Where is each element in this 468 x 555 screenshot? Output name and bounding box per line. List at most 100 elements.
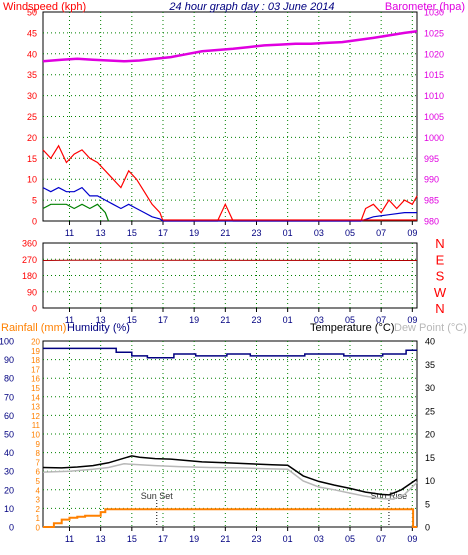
wind-x-tick-label: 19 <box>189 228 199 238</box>
barometer-tick-label: 1000 <box>424 133 444 143</box>
barometer-tick-label: 1015 <box>424 70 444 80</box>
humidity-tick-label: 100 <box>0 337 14 347</box>
direction-tick-label: 180 <box>22 271 37 281</box>
temp-x-tick-label: 23 <box>251 534 261 544</box>
barometer-tick-label: 1020 <box>424 49 444 59</box>
barometer-line <box>42 29 418 63</box>
windspeed-tick-label: 25 <box>27 112 37 122</box>
barometer-tick-label: 1005 <box>424 112 444 122</box>
rain-tick-label: 9 <box>36 440 41 449</box>
rainfall-axis-label: Rainfall (mm) <box>1 322 66 334</box>
temp-x-tick-label: 13 <box>96 534 106 544</box>
temperature-tick-label: 40 <box>425 337 435 347</box>
rain-tick-label: 6 <box>36 468 41 477</box>
temperature-axis-label: Temperature (°C) <box>310 322 394 334</box>
wind-gust-line <box>42 144 418 222</box>
rain-tick-label: 10 <box>31 431 40 440</box>
direction-x-tick-label: 17 <box>158 315 168 325</box>
barometer-tick-label: 1030 <box>424 8 444 18</box>
direction-x-tick-label: 09 <box>407 315 417 325</box>
humidity-axis-label: Humidity (%) <box>67 322 130 334</box>
temperature-tick-label: 5 <box>425 499 430 509</box>
humidity-tick-label: 60 <box>4 411 14 421</box>
rain-tick-label: 0 <box>36 524 41 533</box>
temp-x-tick-label: 17 <box>158 534 168 544</box>
temp-x-tick-label: 21 <box>220 534 230 544</box>
wind-x-tick-label: 13 <box>96 228 106 238</box>
humidity-tick-label: 20 <box>4 485 14 495</box>
direction-tick-label: 90 <box>27 287 37 297</box>
rain-tick-label: 15 <box>31 384 40 393</box>
temp-x-tick-label: 11 <box>65 534 74 544</box>
direction-x-tick-label: 01 <box>283 315 293 325</box>
wind-x-tick-label: 09 <box>407 228 417 238</box>
rain-tick-label: 14 <box>31 393 40 402</box>
windspeed-tick-label: 45 <box>27 28 37 38</box>
temperature-tick-label: 25 <box>425 406 435 416</box>
wind-x-tick-label: 05 <box>345 228 355 238</box>
windspeed-tick-label: 0 <box>32 217 37 227</box>
temperature-tick-label: 20 <box>425 430 435 440</box>
direction-x-tick-label: 23 <box>251 315 261 325</box>
wind-x-tick-label: 11 <box>65 228 74 238</box>
compass-label: N <box>435 236 444 251</box>
temp-x-tick-label: 09 <box>407 534 417 544</box>
barometer-tick-label: 1025 <box>424 28 444 38</box>
temp-x-tick-label: 15 <box>127 534 137 544</box>
rain-tick-label: 2 <box>36 505 41 514</box>
rain-tick-label: 11 <box>32 421 41 430</box>
sun-annotation: Sun Set <box>141 491 174 501</box>
rain-tick-label: 16 <box>31 375 40 384</box>
direction-x-tick-label: 21 <box>220 315 230 325</box>
wind-x-tick-label: 15 <box>127 228 137 238</box>
temp-x-tick-label: 19 <box>189 534 199 544</box>
compass-label: S <box>436 269 445 284</box>
direction-x-tick-label: 15 <box>127 315 137 325</box>
direction-tick-label: 0 <box>32 304 37 314</box>
barometer-tick-label: 995 <box>424 154 439 164</box>
temperature-tick-label: 30 <box>425 383 435 393</box>
wind-x-tick-label: 21 <box>220 228 230 238</box>
rain-tick-label: 1 <box>36 514 41 523</box>
direction-x-tick-label: 11 <box>65 315 74 325</box>
rain-tick-label: 13 <box>31 403 40 412</box>
direction-tick-label: 360 <box>22 239 37 249</box>
windspeed-tick-label: 35 <box>27 70 37 80</box>
humidity-tick-label: 0 <box>9 523 14 533</box>
compass-label: N <box>435 301 444 316</box>
rain-tick-label: 12 <box>31 412 40 421</box>
humidity-tick-label: 70 <box>4 392 14 402</box>
rain-tick-label: 17 <box>31 365 40 374</box>
windspeed-tick-label: 20 <box>27 133 37 143</box>
temp-x-tick-label: 01 <box>283 534 293 544</box>
windspeed-axis-label: Windspeed (kph) <box>3 1 86 13</box>
direction-x-tick-label: 19 <box>189 315 199 325</box>
wind-average-line <box>42 186 417 222</box>
humidity-tick-label: 50 <box>4 430 14 440</box>
rain-tick-label: 18 <box>31 356 40 365</box>
barometer-tick-label: 985 <box>424 196 439 206</box>
temp-x-tick-label: 05 <box>345 534 355 544</box>
humidity-tick-label: 90 <box>4 355 14 365</box>
barometer-axis-label: Barometer (hpa) <box>385 1 465 13</box>
direction-x-tick-label: 03 <box>314 315 324 325</box>
sun-annotation: Sun Rise <box>371 491 408 501</box>
temperature-tick-label: 35 <box>425 360 435 370</box>
rain-tick-label: 8 <box>36 449 41 458</box>
temperature-line <box>42 455 418 496</box>
humidity-tick-label: 40 <box>4 448 14 458</box>
wind-x-tick-label: 23 <box>251 228 261 238</box>
wind-x-tick-label: 03 <box>314 228 324 238</box>
dew-point-axis-label: Dew Point (°C) <box>394 322 467 334</box>
wind-x-tick-label: 17 <box>158 228 168 238</box>
rainfall-line <box>43 508 417 528</box>
compass-label: E <box>436 252 445 267</box>
barometer-tick-label: 1010 <box>424 91 444 101</box>
rain-tick-label: 7 <box>36 458 41 467</box>
windspeed-tick-label: 50 <box>27 8 37 18</box>
rain-tick-label: 3 <box>36 496 41 505</box>
windspeed-tick-label: 10 <box>27 175 37 185</box>
temp-x-tick-label: 07 <box>376 534 386 544</box>
temp-x-tick-label: 03 <box>314 534 324 544</box>
